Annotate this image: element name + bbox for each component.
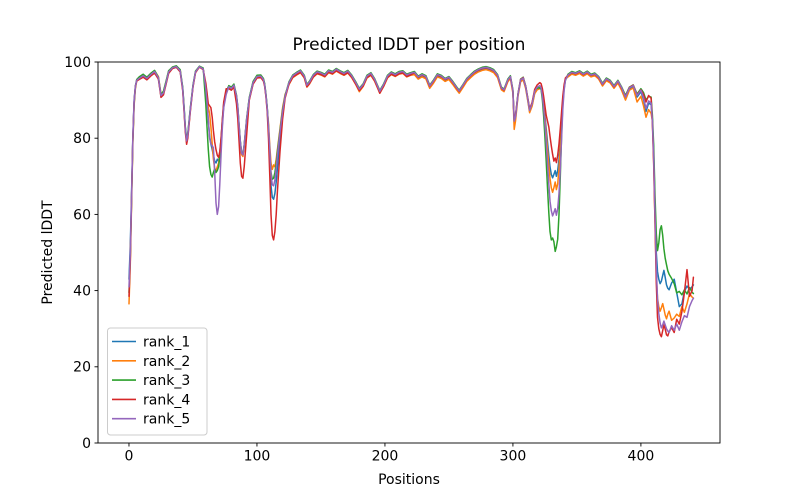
x-tick-label: 200 [372, 449, 399, 465]
legend-label-rank_5: rank_5 [143, 412, 190, 428]
x-tick-label: 300 [500, 449, 527, 465]
x-tick-label: 400 [628, 449, 655, 465]
axis-ticks: 0 100 200 300 400 0 20 40 60 80 100 [64, 55, 654, 465]
y-tick-label: 80 [73, 131, 91, 147]
y-tick-label: 40 [73, 284, 91, 300]
chart-title: Predicted lDDT per position [293, 35, 526, 55]
legend-box [107, 327, 208, 436]
series-line-rank_1 [128, 65, 695, 308]
x-axis-label: Positions [378, 472, 440, 488]
legend-label-rank_3: rank_3 [143, 373, 190, 389]
series-line-rank_4 [128, 66, 695, 338]
y-tick-label: 20 [73, 360, 91, 376]
legend-label-rank_4: rank_4 [143, 392, 190, 408]
series-line-rank_2 [128, 65, 695, 322]
legend-label-rank_2: rank_2 [143, 354, 190, 370]
series-line-rank_3 [128, 65, 695, 296]
y-axis-label: Predicted lDDT [40, 200, 56, 305]
series-line-rank_5 [128, 65, 695, 334]
y-tick-label: 100 [64, 55, 91, 71]
y-tick-label: 60 [73, 207, 91, 223]
y-tick-label: 0 [82, 436, 91, 452]
series-lines [128, 65, 695, 338]
x-tick-label: 100 [244, 449, 271, 465]
plot-area-border [97, 61, 721, 444]
legend: rank_1 rank_2 rank_3 rank_4 rank_5 [107, 327, 208, 436]
x-tick-label: 0 [125, 449, 134, 465]
legend-label-rank_1: rank_1 [143, 335, 190, 351]
